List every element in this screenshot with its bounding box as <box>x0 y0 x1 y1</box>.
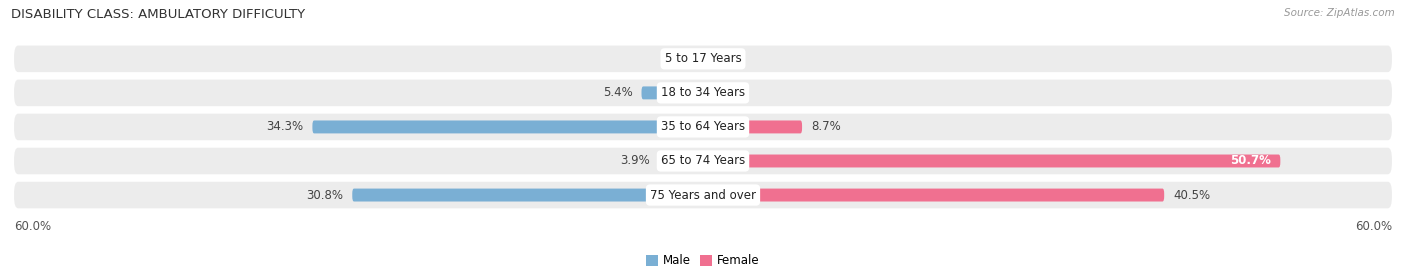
FancyBboxPatch shape <box>658 154 703 168</box>
FancyBboxPatch shape <box>703 154 1281 168</box>
Text: 60.0%: 60.0% <box>1355 220 1392 233</box>
FancyBboxPatch shape <box>14 114 1392 140</box>
Text: DISABILITY CLASS: AMBULATORY DIFFICULTY: DISABILITY CLASS: AMBULATORY DIFFICULTY <box>11 8 305 21</box>
Text: 0.0%: 0.0% <box>711 86 742 99</box>
Text: Source: ZipAtlas.com: Source: ZipAtlas.com <box>1284 8 1395 18</box>
Text: 50.7%: 50.7% <box>1230 154 1271 168</box>
FancyBboxPatch shape <box>641 86 703 99</box>
FancyBboxPatch shape <box>14 45 1392 72</box>
Text: 65 to 74 Years: 65 to 74 Years <box>661 154 745 168</box>
Text: 75 Years and over: 75 Years and over <box>650 189 756 201</box>
FancyBboxPatch shape <box>703 121 801 133</box>
FancyBboxPatch shape <box>14 148 1392 174</box>
Legend: Male, Female: Male, Female <box>647 254 759 267</box>
FancyBboxPatch shape <box>14 182 1392 208</box>
Text: 5.4%: 5.4% <box>603 86 633 99</box>
Text: 40.5%: 40.5% <box>1173 189 1211 201</box>
Text: 5 to 17 Years: 5 to 17 Years <box>665 52 741 65</box>
FancyBboxPatch shape <box>14 80 1392 106</box>
Text: 0.0%: 0.0% <box>711 52 742 65</box>
Text: 18 to 34 Years: 18 to 34 Years <box>661 86 745 99</box>
Text: 0.0%: 0.0% <box>664 52 695 65</box>
Text: 3.9%: 3.9% <box>620 154 650 168</box>
Text: 8.7%: 8.7% <box>811 121 841 133</box>
Text: 60.0%: 60.0% <box>14 220 51 233</box>
FancyBboxPatch shape <box>353 189 703 201</box>
Text: 34.3%: 34.3% <box>266 121 304 133</box>
Text: 35 to 64 Years: 35 to 64 Years <box>661 121 745 133</box>
FancyBboxPatch shape <box>312 121 703 133</box>
FancyBboxPatch shape <box>703 189 1164 201</box>
Text: 30.8%: 30.8% <box>307 189 343 201</box>
